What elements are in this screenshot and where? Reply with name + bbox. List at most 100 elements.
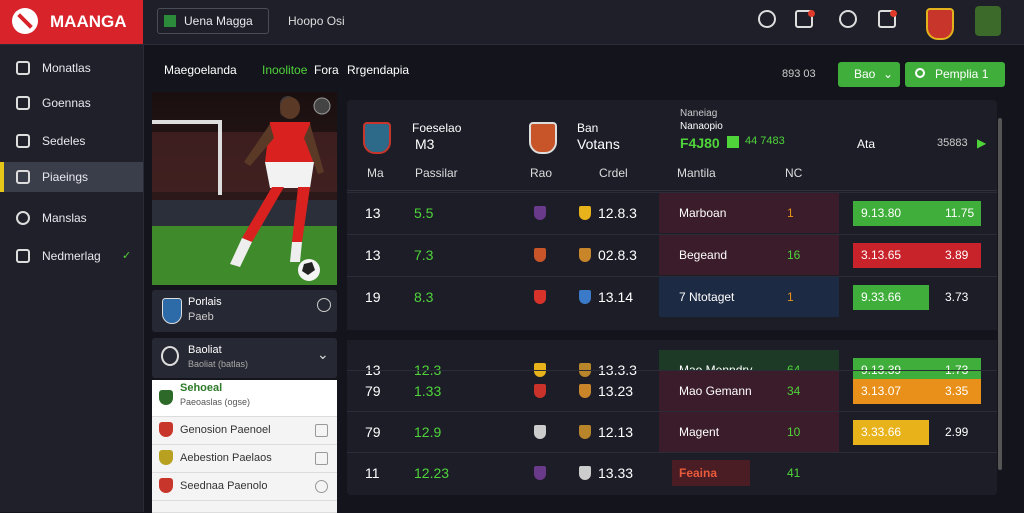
odds-secondary[interactable]: 2.99 xyxy=(945,425,969,439)
col-mantila: Begeand xyxy=(679,248,728,262)
sidebar-label: Goennas xyxy=(42,96,91,110)
column-header: Mantila xyxy=(677,166,716,180)
card-title: Porlais xyxy=(188,296,222,308)
scrollbar[interactable] xyxy=(998,118,1002,470)
col-mantila: Marboan xyxy=(679,206,727,220)
market-value: F4J80 xyxy=(680,135,720,151)
market-cell xyxy=(659,277,839,317)
team-crest xyxy=(159,390,173,405)
sidebar-icon xyxy=(16,170,30,184)
sidebar-icon xyxy=(16,249,30,263)
stats-icon[interactable] xyxy=(795,10,813,28)
home-crest xyxy=(363,122,391,154)
info-icon[interactable] xyxy=(317,298,331,312)
list-item[interactable]: Sehoeal Paeoaslas (ogse) xyxy=(152,380,337,417)
list-title: Seednaa Paenolo xyxy=(180,480,268,492)
crest xyxy=(579,290,591,304)
odds-bar[interactable]: 3.13.65 xyxy=(853,243,981,268)
col-passilar: 8.3 xyxy=(414,289,434,305)
list-item[interactable] xyxy=(152,500,337,513)
team-crest xyxy=(159,478,173,493)
team-crest xyxy=(159,422,173,437)
away-code: Votans xyxy=(577,136,620,152)
odds-bar[interactable]: 9.13.80 xyxy=(853,201,981,226)
odds-secondary[interactable]: 3.73 xyxy=(945,290,969,304)
chat-icon[interactable] xyxy=(839,10,857,28)
club-crest[interactable] xyxy=(926,8,954,40)
dropdown[interactable]: Baoliat Baoliat (batlas) ⌄ xyxy=(152,338,337,378)
action-button[interactable]: Pemplia 1 xyxy=(905,62,1005,87)
market-cell xyxy=(659,193,839,233)
odds-bar[interactable]: 3.33.66 xyxy=(853,420,929,445)
tab[interactable]: Uena Magga xyxy=(157,8,269,34)
crest xyxy=(579,206,591,220)
sidebar-item[interactable]: Nedmerlag ✓ xyxy=(0,241,143,271)
odds-bar[interactable]: 3.13.07 xyxy=(853,379,981,404)
logo[interactable]: MAANGA xyxy=(0,0,143,44)
breadcrumb[interactable]: Hoopo Osi xyxy=(288,14,345,28)
list-item[interactable]: Seednaa Paenolo xyxy=(152,472,337,501)
team-crest xyxy=(159,450,173,465)
crest xyxy=(534,248,546,262)
dropdown-title: Baoliat xyxy=(188,344,222,356)
odds-secondary[interactable]: 3.35 xyxy=(945,384,969,398)
subnav-link[interactable]: Rrgendapia xyxy=(347,63,410,77)
list-title: Aebestion Paelaos xyxy=(180,452,272,464)
logo-icon xyxy=(12,8,38,34)
odds-secondary[interactable]: 11.75 xyxy=(945,206,975,220)
col-nc: 16 xyxy=(787,248,801,262)
bell-icon[interactable] xyxy=(878,10,896,28)
col-ma: 79 xyxy=(365,424,381,440)
sidebar-item[interactable]: Sedeles xyxy=(0,126,143,156)
table-row[interactable]: 13 7.3 02.8.3 Begeand 16 3.13.65 3.89 xyxy=(347,234,997,275)
sidebar-label: Sedeles xyxy=(42,134,86,148)
col-passilar: 1.33 xyxy=(414,383,442,399)
subnav-link[interactable]: Maegoelanda xyxy=(164,63,237,77)
tab-icon xyxy=(164,15,176,27)
market-cell xyxy=(659,235,839,275)
table-row[interactable]: 19 8.3 13.14 7 Ntotaget 1 9.33.66 3.73 xyxy=(347,276,997,317)
checkbox[interactable] xyxy=(315,480,328,493)
table-row[interactable]: 13 5.5 12.8.3 Marboan 1 9.13.80 11.75 xyxy=(347,192,997,233)
sidebar-item[interactable]: Manslas xyxy=(0,203,143,233)
home-code: M3 xyxy=(415,136,435,152)
list-item[interactable]: Aebestion Paelaos xyxy=(152,444,337,473)
col-ma: 79 xyxy=(365,383,381,399)
crest xyxy=(534,425,546,439)
info-card[interactable]: Porlais Paeb xyxy=(152,290,337,332)
filter-button[interactable]: Bao ⌄ xyxy=(838,62,900,87)
player-photo xyxy=(152,92,337,285)
table-row[interactable]: 11 12.23 13.33 Feaina 41 xyxy=(347,452,997,493)
odds-value: 3.13.65 xyxy=(861,248,902,262)
list-item[interactable]: Genosion Paenoel xyxy=(152,416,337,445)
sidebar-icon xyxy=(16,61,30,75)
sidebar-item[interactable]: Monatlas xyxy=(0,53,143,83)
col-nc: 10 xyxy=(787,425,801,439)
odds-bar[interactable]: 9.33.66 xyxy=(853,285,929,310)
col-crdel: 13.23 xyxy=(598,383,634,399)
checkbox[interactable] xyxy=(315,424,328,437)
total[interactable]: 35883 xyxy=(937,137,968,149)
column-header: Rao xyxy=(530,166,553,180)
subnav-link[interactable]: Inoolitoe xyxy=(262,63,308,77)
odds-secondary[interactable]: 3.89 xyxy=(945,248,969,262)
avatar[interactable] xyxy=(975,6,1001,36)
subnav-link[interactable]: Fora xyxy=(314,63,339,77)
arrow: ▶ xyxy=(977,136,987,150)
col-ma: 13 xyxy=(365,247,381,263)
market-cell xyxy=(659,371,839,411)
col-crdel: 13.14 xyxy=(598,289,634,305)
sidebar-item[interactable]: Piaeings xyxy=(0,162,143,192)
table-row[interactable]: 79 1.33 13.23 Mao Gemann 34 3.13.07 3.35 xyxy=(347,370,997,411)
col-nc: 41 xyxy=(787,466,801,480)
logo-text: MAANGA xyxy=(50,12,127,31)
sidebar: Monatlas Goennas Sedeles Piaeings Manslas Ned… xyxy=(0,45,144,512)
col-nc: 34 xyxy=(787,384,801,398)
dropdown-icon xyxy=(161,346,179,366)
table-row[interactable]: 79 12.9 12.13 Magent 10 3.33.66 2.99 xyxy=(347,411,997,452)
col-mantila: Magent xyxy=(679,425,720,439)
checkbox[interactable] xyxy=(315,452,328,465)
search-icon[interactable] xyxy=(758,10,776,28)
sidebar-item[interactable]: Goennas xyxy=(0,88,143,118)
